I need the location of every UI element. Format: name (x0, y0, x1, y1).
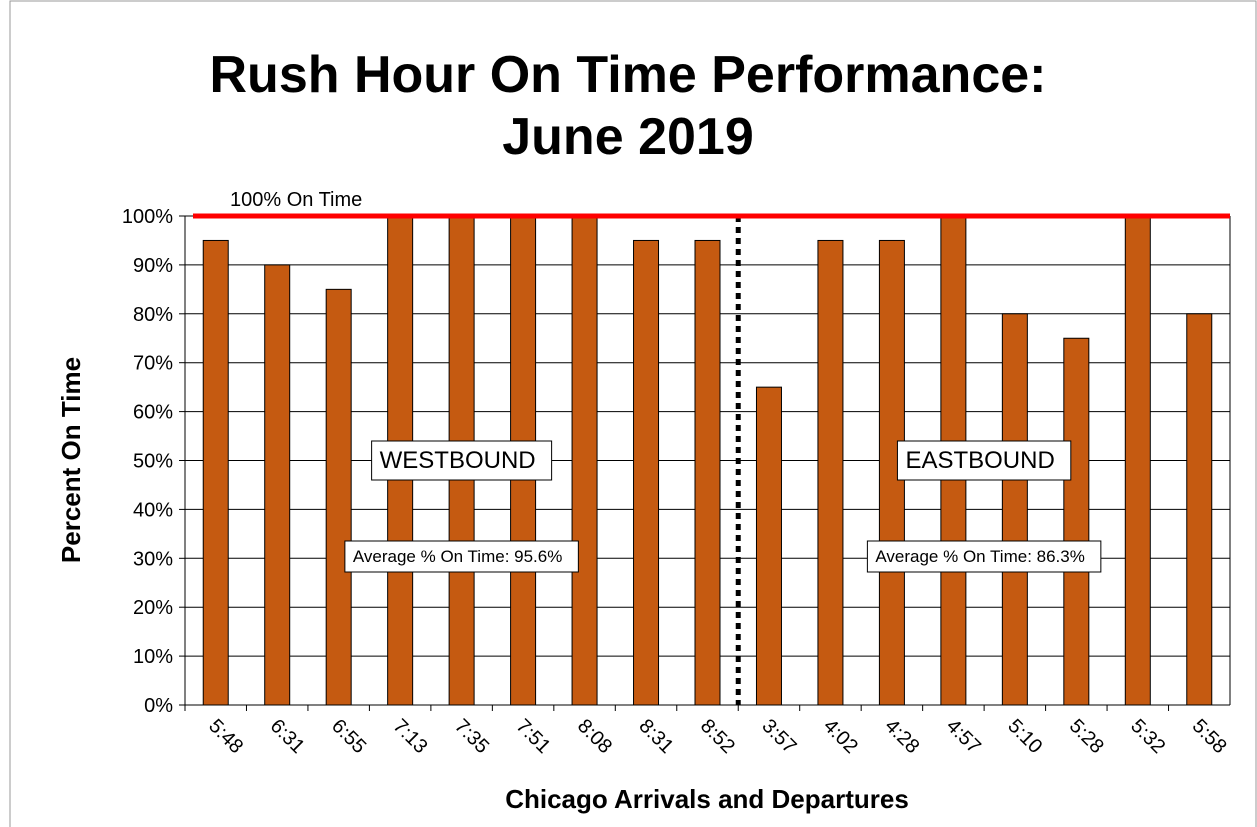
bar (694, 239, 721, 706)
x-axis-label: Chicago Arrivals and Departures (505, 784, 909, 814)
bar (633, 239, 660, 706)
group-average-box (866, 540, 1102, 573)
bar (1001, 313, 1028, 706)
y-tick-label: 40% (133, 499, 173, 521)
bar (1186, 313, 1213, 706)
group-label: EASTBOUND (905, 447, 1054, 474)
chart-title: Rush Hour On Time Performance: (210, 46, 1047, 104)
y-tick-label: 20% (133, 597, 173, 619)
group-label-box (896, 440, 1072, 481)
bar (264, 264, 291, 706)
bar (1063, 337, 1090, 706)
bar (817, 239, 844, 706)
y-tick-label: 50% (133, 451, 173, 473)
chart-subtitle: June 2019 (502, 108, 754, 166)
y-axis-label: Percent On Time (56, 357, 86, 563)
y-tick-label: 80% (133, 304, 173, 326)
y-tick-label: 70% (133, 353, 173, 375)
group-label-box (371, 440, 553, 481)
y-tick-label: 100% (122, 206, 173, 228)
y-tick-label: 30% (133, 548, 173, 570)
bar (325, 288, 352, 706)
group-average-box (344, 540, 579, 573)
bar (571, 215, 598, 706)
y-tick-label: 60% (133, 402, 173, 424)
group-average: Average % On Time: 95.6% (353, 547, 562, 566)
group-average: Average % On Time: 86.3% (875, 547, 1084, 566)
bar (755, 386, 782, 706)
bar (202, 239, 229, 706)
reference-line-label: 100% On Time (230, 189, 362, 211)
bar (1124, 215, 1151, 706)
y-tick-label: 90% (133, 255, 173, 277)
y-tick-label: 10% (133, 646, 173, 668)
group-label: WESTBOUND (380, 447, 536, 474)
y-tick-label: 0% (144, 695, 173, 717)
